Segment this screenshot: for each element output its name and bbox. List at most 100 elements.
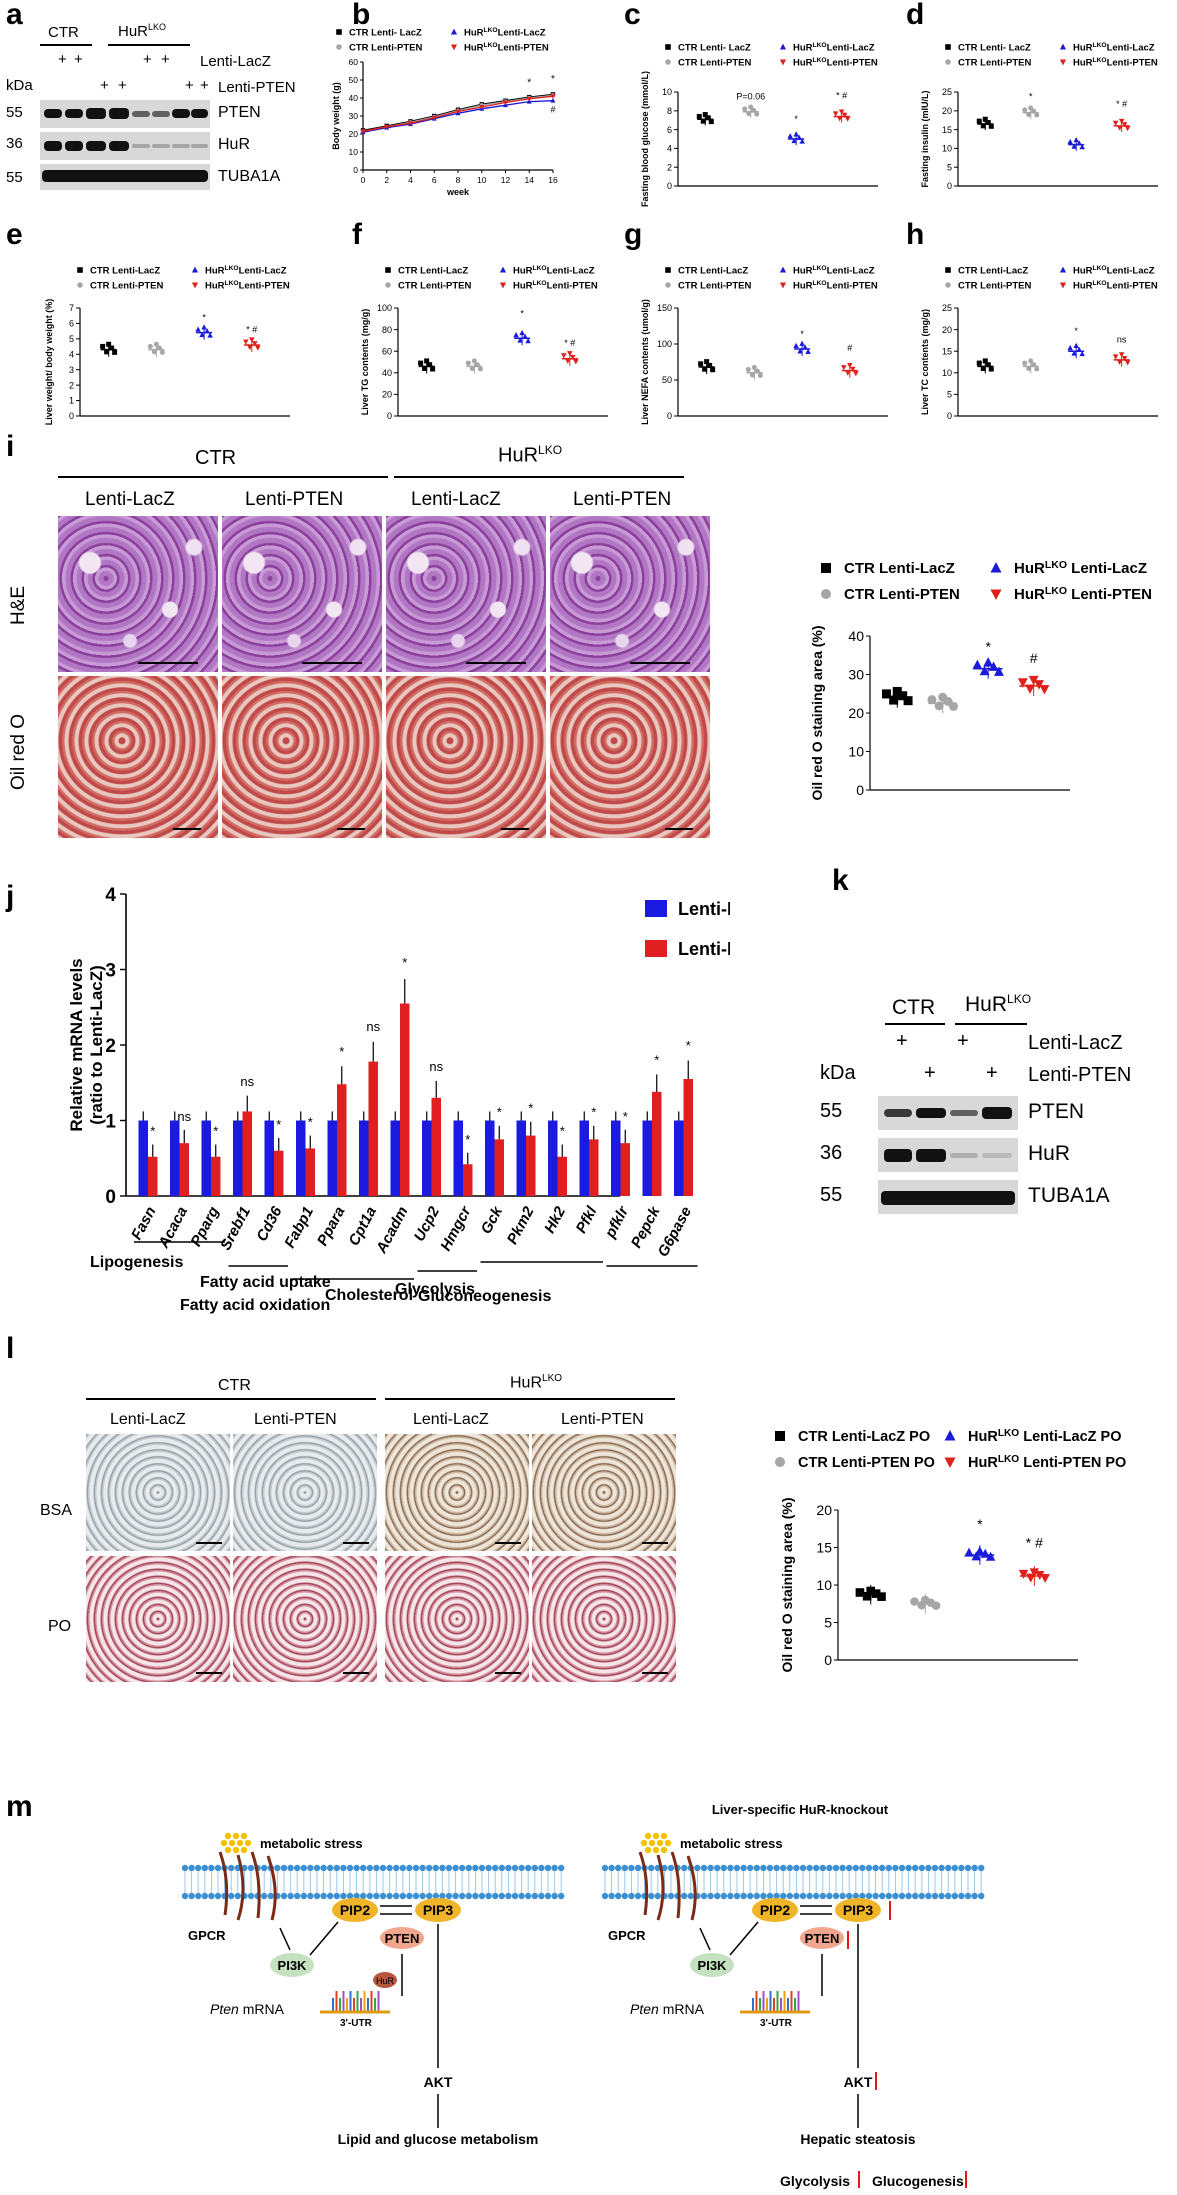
lipid-head [747, 1892, 754, 1900]
group-label: Gluconeogenesis [418, 1288, 551, 1305]
x-tick-label: 8 [456, 175, 461, 185]
lipid-head [819, 1864, 826, 1872]
legend-marker [775, 1431, 785, 1441]
legend-label: HuRLKOLenti-PTEN [513, 280, 598, 291]
lipid-head [608, 1892, 615, 1900]
hur-header: HuRLKO [498, 443, 563, 467]
series-point [526, 96, 532, 102]
lipid-head [951, 1892, 958, 1900]
utr-bar [346, 1998, 348, 2012]
mrna-word: mRNA [239, 2001, 285, 2017]
lipid-head [667, 1864, 675, 1872]
lipid-head [859, 1892, 866, 1900]
lipid-head [766, 1892, 774, 1900]
panel-letter-m: m [6, 1790, 33, 1823]
lipid-head [386, 1864, 393, 1872]
lipid-head [261, 1864, 268, 1872]
pip3-label: PIP3 [843, 1902, 874, 1918]
bar-lenti-pten [431, 1097, 441, 1196]
y-tick-label: 0 [69, 411, 74, 421]
legend-label: CTR Lenti-LacZ [844, 560, 955, 577]
lipid-head [872, 1892, 879, 1900]
y-tick-label: 60 [349, 57, 359, 67]
lipid-head [195, 1864, 202, 1872]
data-point [881, 689, 891, 699]
data-point [1116, 359, 1123, 365]
blot-hur [878, 1138, 1018, 1172]
data-point [710, 367, 716, 373]
lipid-head [511, 1864, 519, 1872]
bar-lenti-pten [179, 1143, 189, 1196]
series-point [408, 121, 413, 126]
ctr-header: CTR [218, 1377, 251, 1394]
lipid-head [247, 1864, 255, 1872]
lipid-head [406, 1892, 413, 1900]
legend-hur: HuR [1073, 58, 1093, 69]
y-tick-label: 6 [667, 125, 672, 135]
lipid-head [700, 1864, 708, 1872]
lipid-head [720, 1864, 727, 1872]
data-point [430, 366, 436, 372]
protein-label: PTEN [218, 104, 261, 121]
y-tick-label: 0 [856, 782, 864, 798]
significance-label: ns [366, 1019, 380, 1034]
lipid-head [465, 1864, 472, 1872]
legend-label: CTR Lenti-LacZ PO [798, 1429, 930, 1445]
bar-lenti-pten [400, 1003, 410, 1196]
significance-label: * [551, 74, 555, 85]
y-tick-label: 30 [349, 111, 359, 121]
data-point [195, 326, 201, 332]
significance-label: * [528, 1100, 533, 1115]
data-point [1018, 1569, 1029, 1579]
mw-marker: 36 [820, 1142, 843, 1164]
legend-lko: LKO [813, 57, 827, 64]
y-tick-label: 8 [667, 106, 672, 116]
bar-lenti-pten [305, 1148, 315, 1196]
pip2-label: PIP2 [760, 1902, 791, 1918]
x-tick-label: 12 [501, 175, 511, 185]
lipid-head [399, 1864, 406, 1872]
legend-hur: HuR [968, 1429, 998, 1445]
bar-lenti-pten [683, 1078, 693, 1196]
x-tick-label: 10 [477, 175, 487, 185]
legend-series: Lenti-PTEN [827, 281, 878, 292]
legend-label: HuRLKOLenti-PTEN [1073, 280, 1158, 291]
legend-label: HuRLKOLenti-PTEN [1073, 57, 1158, 68]
data-point [243, 339, 249, 345]
lipid-head [786, 1892, 793, 1900]
lipid-head [525, 1864, 532, 1872]
y-tick-label: 30 [848, 666, 864, 682]
legend-marker [191, 266, 199, 273]
significance-label: * [276, 1117, 281, 1132]
data-point [980, 123, 986, 129]
y-tick-label: 10 [942, 368, 952, 378]
significance-label: * [527, 77, 531, 88]
legend-label: CTR Lenti-PTEN [678, 58, 751, 69]
utr-bar [360, 1998, 362, 2012]
utr-bar [755, 1991, 758, 2012]
series-point [550, 94, 556, 99]
y-tick-label: 20 [942, 325, 952, 335]
significance-label: * [402, 955, 407, 970]
lipid-head [951, 1864, 958, 1872]
y-tick-label: 6 [69, 319, 74, 329]
lipid-head [806, 1892, 813, 1900]
data-point [836, 116, 843, 122]
lipid-head [498, 1892, 505, 1900]
x-tick-label: 16 [548, 175, 558, 185]
lipid-head [813, 1864, 820, 1872]
lipid-head [472, 1864, 479, 1872]
data-point [1121, 122, 1128, 128]
group-label: Lipogenesis [90, 1254, 183, 1271]
plus: + [896, 1030, 908, 1052]
lipid-head [247, 1892, 255, 1900]
legend-label: CTR Lenti-PTEN [678, 281, 751, 292]
significance-label: * # [1116, 99, 1127, 109]
y-tick-label: 5 [947, 390, 952, 400]
data-point [749, 372, 755, 378]
plus: + [957, 1030, 969, 1052]
bar-lenti-pten [463, 1164, 473, 1196]
bar-lenti-lacz [642, 1120, 652, 1196]
lipid-head [551, 1892, 558, 1900]
